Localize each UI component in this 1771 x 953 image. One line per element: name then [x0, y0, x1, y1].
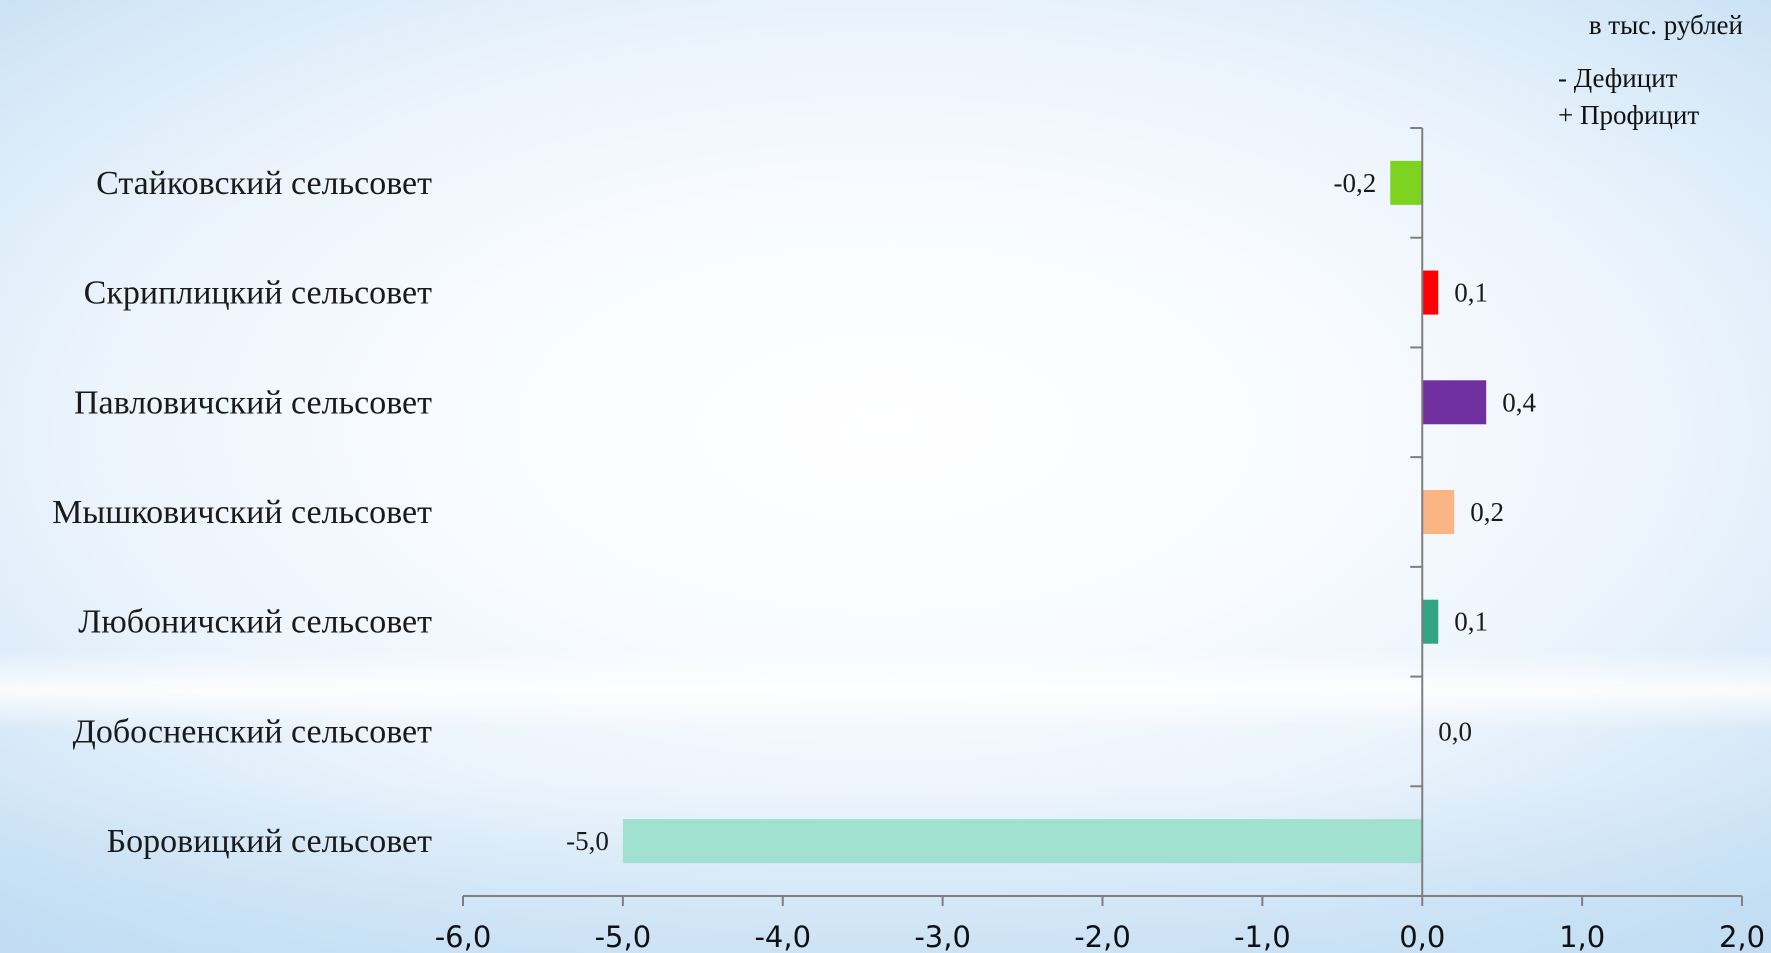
- category-label: Скриплицкий сельсовет: [84, 275, 432, 312]
- tick-label: 1,0: [1559, 920, 1605, 953]
- bar-6: [622, 819, 1423, 864]
- bar-2: [1422, 380, 1487, 425]
- category-label: Добосненский сельсовет: [73, 713, 433, 750]
- tick-label: 0,0: [1399, 920, 1445, 953]
- tick-label: 2,0: [1719, 920, 1765, 953]
- category-label: Боровицкий сельсовет: [107, 823, 432, 860]
- tick-label: -3,0: [914, 920, 971, 953]
- bar-0: [1390, 160, 1423, 205]
- bars-layer: [622, 160, 1487, 864]
- category-label: Любоничский сельсовет: [78, 604, 432, 641]
- category-label: Стайковский сельсовет: [96, 165, 432, 202]
- data-label: 0,2: [1470, 497, 1504, 527]
- data-label: 0,4: [1502, 387, 1536, 417]
- tick-label: -4,0: [754, 920, 811, 953]
- bar-4: [1422, 599, 1439, 644]
- tick-label: -1,0: [1234, 920, 1291, 953]
- data-label: 0,1: [1454, 607, 1488, 637]
- tick-label: -5,0: [595, 920, 652, 953]
- category-label: Мышковичский сельсовет: [52, 494, 432, 531]
- unit-note: в тыс. рублей: [1588, 10, 1743, 40]
- tick-label: -2,0: [1074, 920, 1131, 953]
- legend-surplus: + Профицит: [1558, 100, 1700, 130]
- legend-note: - Дефицит + Профицит: [1558, 60, 1699, 134]
- legend-deficit: - Дефицит: [1558, 63, 1678, 93]
- data-label: -5,0: [566, 826, 609, 856]
- data-label: 0,0: [1438, 716, 1472, 746]
- data-label: 0,1: [1454, 278, 1488, 308]
- data-label: -0,2: [1334, 168, 1377, 198]
- bar-3: [1422, 490, 1455, 534]
- axis-layer: [462, 127, 1743, 906]
- bar-1: [1422, 270, 1439, 315]
- tick-label: -6,0: [435, 920, 492, 953]
- category-label: Павловичский сельсовет: [74, 384, 432, 421]
- labels-layer: Стайковский сельсовет -0,2 Скриплицкий сел…: [52, 165, 1765, 953]
